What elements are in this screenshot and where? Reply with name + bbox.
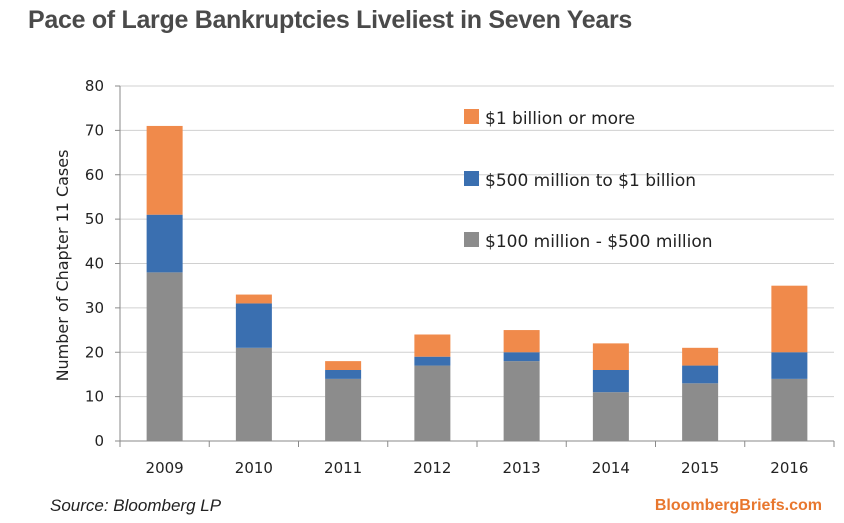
x-tick-label: 2011: [324, 459, 362, 477]
bar-segment: [235, 347, 272, 441]
legend-entry: $500 million to $1 billion: [485, 171, 696, 191]
x-tick-label: 2014: [592, 459, 630, 477]
bar-segment: [682, 383, 719, 441]
bar-segment: [592, 392, 629, 441]
bar-segment: [682, 365, 719, 384]
y-tick-label: 60: [85, 166, 104, 184]
legend-entry: $100 million - $500 million: [485, 232, 713, 252]
y-tick-label: 0: [94, 432, 104, 450]
legend: $1 billion or more $500 million to $1 bil…: [464, 109, 713, 252]
bar-segment: [771, 378, 808, 441]
y-tick-label: 20: [85, 343, 104, 361]
y-tick-label: 70: [85, 121, 104, 139]
y-tick-label: 30: [85, 299, 104, 317]
bar-segment: [146, 125, 183, 215]
bar-segment: [503, 361, 540, 441]
y-tick-labels: 0 10 20 30 40 50 60 70 80: [85, 77, 104, 450]
bar-segment: [503, 330, 540, 353]
chart-title: Pace of Large Bankruptcies Liveliest in …: [28, 6, 632, 34]
bar-segment: [414, 334, 451, 357]
bar-segment: [592, 370, 629, 393]
source-note: Source: Bloomberg LP: [50, 496, 222, 515]
brand-logo-text: BloombergBriefs.com: [654, 497, 822, 514]
y-tick-label: 10: [85, 388, 104, 406]
x-tick-label: 2012: [413, 459, 451, 477]
y-tick-label: 40: [85, 255, 104, 273]
x-tick-label: 2015: [681, 459, 719, 477]
y-tick-label: 50: [85, 210, 104, 228]
bar-segment: [235, 303, 272, 348]
bar-segment: [146, 272, 183, 441]
bar-segment: [325, 378, 362, 441]
x-tick-label: 2013: [503, 459, 541, 477]
bar-segment: [592, 343, 629, 370]
legend-swatch: [464, 109, 479, 124]
bar-segment: [146, 214, 183, 273]
bar-segment: [503, 352, 540, 362]
bar-segment: [325, 370, 362, 379]
x-tick-label: 2010: [235, 459, 273, 477]
legend-swatch: [464, 232, 479, 247]
bar-segment: [414, 365, 451, 441]
bar-segment: [682, 347, 719, 366]
x-tick-label: 2009: [146, 459, 184, 477]
x-tick-labels: 2009 2010 2011 2012 2013 2014 2015 2016: [146, 459, 809, 477]
bar-segment: [414, 356, 451, 366]
y-axis-label: Number of Chapter 11 Cases: [53, 150, 72, 382]
bar-segment: [771, 352, 808, 379]
bar-segment: [325, 361, 362, 370]
x-tick-label: 2016: [770, 459, 808, 477]
bar-segment: [771, 285, 808, 353]
bars: [146, 125, 808, 441]
axes: [115, 85, 835, 447]
bar-segment: [235, 294, 272, 304]
legend-swatch: [464, 171, 479, 186]
legend-entry: $1 billion or more: [485, 109, 635, 129]
y-tick-label: 80: [85, 77, 104, 95]
